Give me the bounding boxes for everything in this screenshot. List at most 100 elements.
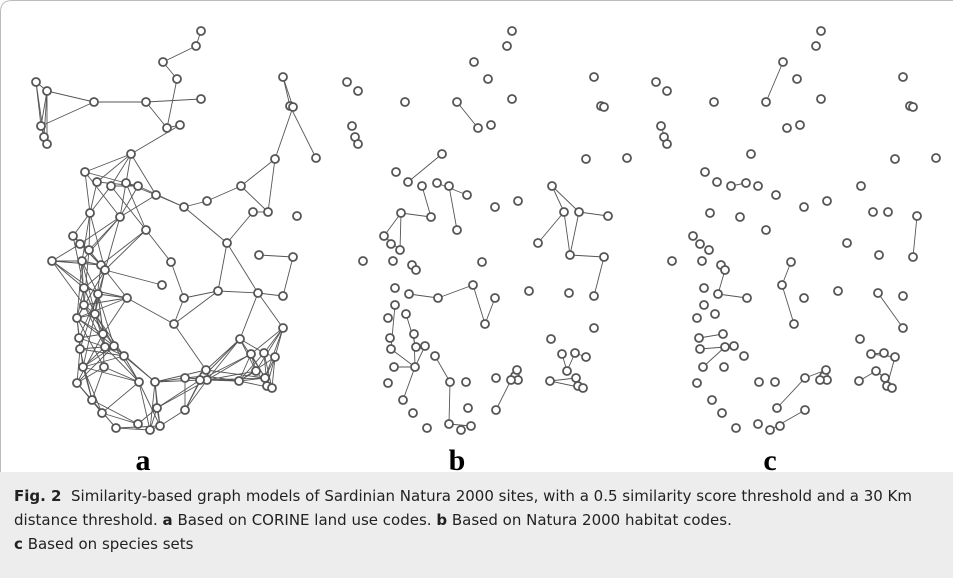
node (574, 207, 584, 217)
edge (130, 153, 157, 196)
edge (776, 377, 806, 409)
edge (123, 355, 140, 383)
node (452, 225, 462, 235)
node (72, 378, 82, 388)
node (180, 373, 190, 383)
node (842, 238, 852, 248)
edge (877, 292, 904, 329)
node (267, 383, 277, 393)
node (705, 208, 715, 218)
node (473, 123, 483, 133)
node (456, 425, 466, 435)
node (119, 351, 129, 361)
edge (76, 366, 105, 384)
node (483, 74, 493, 84)
node (468, 280, 478, 290)
edges (35, 30, 918, 431)
node (694, 333, 704, 343)
node (513, 196, 523, 206)
node (75, 344, 85, 354)
node (47, 256, 57, 266)
edge (702, 346, 726, 368)
node (507, 26, 517, 36)
node (404, 289, 414, 299)
edge (84, 171, 121, 218)
caption-text: Similarity-based graph models of Sardini… (14, 487, 912, 529)
node (278, 323, 288, 333)
edge (205, 369, 266, 379)
node (379, 231, 389, 241)
edge (113, 345, 140, 383)
edge (184, 379, 201, 411)
node (150, 377, 160, 387)
node (753, 181, 763, 191)
node (390, 283, 400, 293)
node (692, 313, 702, 323)
node (111, 423, 121, 433)
edge (263, 327, 284, 354)
edge (76, 345, 115, 384)
node (717, 408, 727, 418)
node (559, 207, 569, 217)
edge (593, 256, 605, 297)
edge (51, 260, 102, 266)
edge (76, 333, 104, 384)
node (77, 256, 87, 266)
node (234, 376, 244, 386)
node (699, 300, 709, 310)
node (873, 288, 883, 298)
node (731, 423, 741, 433)
node (822, 196, 832, 206)
node (388, 256, 398, 266)
graph-figure: a b c (0, 0, 953, 472)
edge (125, 153, 132, 184)
edge (563, 211, 571, 256)
edge (255, 327, 284, 372)
node (765, 425, 775, 435)
node (42, 86, 52, 96)
node (141, 97, 151, 107)
node (420, 341, 430, 351)
node (565, 250, 575, 260)
node (358, 256, 368, 266)
node (589, 323, 599, 333)
node (557, 349, 567, 359)
edge (258, 254, 294, 258)
node (98, 329, 108, 339)
node (87, 395, 97, 405)
edge (81, 212, 91, 262)
edge (40, 90, 48, 127)
node (100, 342, 110, 352)
edge (104, 269, 128, 299)
node (248, 207, 258, 217)
edge (240, 158, 276, 187)
edge (100, 229, 147, 266)
node (390, 300, 400, 310)
edge (115, 427, 151, 431)
node (251, 366, 261, 376)
edge (238, 352, 265, 382)
edge (91, 399, 139, 425)
edge (82, 366, 103, 414)
edge (82, 366, 93, 401)
edge (82, 355, 125, 368)
node (115, 212, 125, 222)
edge (282, 256, 294, 297)
node (196, 94, 206, 104)
edge (456, 101, 479, 129)
node (726, 181, 736, 191)
node (815, 375, 825, 385)
node (158, 57, 168, 67)
edge (138, 381, 161, 427)
node (122, 293, 132, 303)
edge (421, 185, 432, 218)
node (772, 403, 782, 413)
node (570, 348, 580, 358)
caption-text: Based on CORINE land use codes. (177, 511, 432, 529)
node (422, 423, 432, 433)
edge (76, 317, 104, 335)
node (720, 265, 730, 275)
edge (448, 185, 458, 231)
node (709, 97, 719, 107)
